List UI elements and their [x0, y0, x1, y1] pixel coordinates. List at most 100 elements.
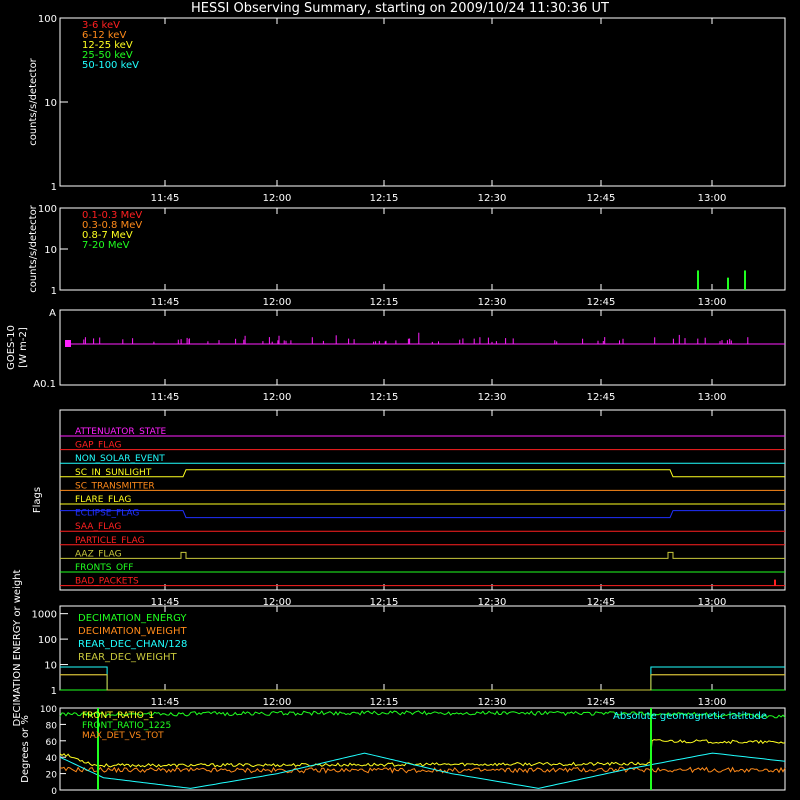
y-tick-label: A [49, 308, 56, 319]
y-tick-label: 10 [44, 245, 57, 256]
flag-label: SAA_FLAG [75, 522, 121, 532]
x-tick-label: 11:45 [151, 697, 180, 708]
y-tick-label: 100 [40, 705, 57, 715]
x-tick-label: 12:30 [478, 193, 507, 204]
flag-label: ECLIPSE_FLAG [75, 509, 139, 519]
y-axis-label: GOES-10 [6, 325, 17, 370]
panel-3: 11:45 12:00 12:15 12:30 12:45 13:00 Flags ATTEN… [32, 409, 786, 608]
legend-entry: REAR_DEC_WEIGHT [78, 652, 177, 663]
legend-entry: 3-6 keV [82, 20, 120, 31]
y-axis-label: counts/s/detector [28, 57, 39, 145]
x-tick-label: 12:45 [587, 697, 616, 708]
legend-entry: MAX_DET_VS_TOT [82, 731, 164, 741]
x-tick-label: 13:00 [698, 597, 727, 608]
y-tick-label: 10 [44, 98, 57, 109]
panel-5: 0 20 40 60 80 100 Degrees or % FRONT_RATIO_1FRO… [20, 705, 786, 797]
x-tick-label: 12:15 [370, 392, 399, 403]
x-tick-label: 12:45 [587, 392, 616, 403]
panel-2: 11:45 12:00 12:15 12:30 12:45 13:00 A A0.1 GOES-… [6, 308, 786, 403]
figure-title: HESSI Observing Summary, starting on 200… [191, 1, 609, 16]
x-tick-label: 13:00 [698, 392, 727, 403]
flag-label: ATTENUATOR_STATE [75, 427, 167, 437]
panel-4: 11:45 12:00 12:15 12:30 12:45 13:00 1 10 100 1000… [12, 569, 786, 726]
legend-entry: 6-12 keV [82, 30, 126, 41]
y-axis-label: Flags [32, 487, 43, 513]
x-tick-label: 12:00 [263, 597, 292, 608]
plot-frame [59, 309, 786, 386]
panel-1: 11:45 12:00 12:15 12:30 12:45 13:00 1 10 100coun… [28, 204, 786, 308]
y-axis-label: counts/s/detector [28, 204, 39, 292]
y-tick-label: 100 [38, 14, 57, 25]
flag-line [60, 469, 785, 478]
flag-line [60, 551, 785, 559]
flag-label: SC_IN_SUNLIGHT [75, 468, 152, 478]
x-tick-label: 11:45 [151, 597, 180, 608]
flag-label: GAP_FLAG [75, 441, 121, 451]
x-tick-label: 12:45 [587, 193, 616, 204]
x-tick-label: 11:45 [151, 392, 180, 403]
x-tick-label: 12:00 [263, 697, 292, 708]
y-tick-label: 100 [38, 204, 57, 215]
y-tick-label: 1 [51, 182, 57, 193]
y-tick-label: 0 [51, 787, 57, 797]
plot-frame [59, 409, 786, 591]
x-tick-label: 13:00 [698, 697, 727, 708]
series-line-5-3 [59, 752, 786, 789]
x-tick-label: 13:00 [698, 193, 727, 204]
legend-entry: 0.8-7 MeV [82, 230, 133, 241]
x-tick-label: 12:45 [587, 297, 616, 308]
flag-label: AAZ_FLAG [75, 549, 122, 559]
legend-entry: 0.1-0.3 MeV [82, 210, 142, 221]
x-tick-label: 12:15 [370, 697, 399, 708]
y-tick-label: 1000 [32, 610, 57, 621]
y-tick-label: A0.1 [33, 379, 56, 390]
y-axis-label: [W m-2] [18, 327, 29, 368]
x-tick-label: 12:30 [478, 392, 507, 403]
legend-entry: FRONT_RATIO_1 [82, 711, 154, 721]
x-tick-label: 12:30 [478, 297, 507, 308]
flag-label: NON_SOLAR_EVENT [75, 454, 165, 464]
x-tick-label: 13:00 [698, 297, 727, 308]
y-tick-label: 60 [46, 738, 58, 748]
series-line-5-0 [59, 739, 786, 768]
series-line-5-2 [59, 766, 786, 774]
legend-entry: 7-20 MeV [82, 240, 130, 251]
legend-entry: REAR_DEC_CHAN/128 [78, 639, 187, 650]
flag-label: SC_TRANSMITTER [75, 481, 155, 491]
flag-label: BAD_PACKETS [75, 577, 139, 587]
flag-label: PARTICLE_FLAG [75, 536, 145, 546]
y-tick-label: 10 [44, 661, 57, 672]
x-tick-label: 12:00 [263, 297, 292, 308]
goes-start-marker [65, 340, 71, 347]
x-tick-label: 12:30 [478, 597, 507, 608]
flag-label: FLARE_FLAG [75, 495, 131, 505]
legend-entry: FRONT_RATIO_1225 [82, 721, 171, 731]
series-line-5-1 [59, 710, 786, 719]
x-tick-label: 12:15 [370, 597, 399, 608]
legend-entry: 25-50 keV [82, 50, 133, 61]
x-tick-label: 12:15 [370, 193, 399, 204]
legend-entry-right: Absolute geomagnetic latitude [613, 711, 767, 722]
panel-0: 11:45 12:00 12:15 12:30 12:45 13:00 1 10 100 coun… [28, 14, 786, 204]
y-tick-label: 20 [46, 771, 58, 781]
x-tick-label: 12:30 [478, 697, 507, 708]
y-axis-label: Degrees or % [20, 715, 31, 783]
series-line-4-3 [60, 674, 785, 691]
y-tick-label: 40 [46, 754, 58, 764]
x-tick-label: 12:00 [263, 392, 292, 403]
x-tick-label: 11:45 [151, 297, 180, 308]
y-tick-label: 100 [38, 635, 57, 646]
x-tick-label: 11:45 [151, 193, 180, 204]
x-tick-label: 12:15 [370, 297, 399, 308]
y-tick-label: 80 [46, 721, 58, 731]
x-tick-label: 12:45 [587, 597, 616, 608]
legend-entry: 12-25 keV [82, 40, 133, 51]
x-tick-label: 12:00 [263, 193, 292, 204]
legend-entry: DECIMATION_ENERGY [78, 613, 187, 624]
legend-entry: DECIMATION_WEIGHT [78, 626, 187, 637]
y-axis-label: DECIMATION ENERGY or weight [12, 569, 23, 726]
flag-line [60, 510, 785, 519]
flag-label: FRONTS_OFF [75, 563, 133, 573]
y-tick-label: 1 [51, 686, 57, 697]
